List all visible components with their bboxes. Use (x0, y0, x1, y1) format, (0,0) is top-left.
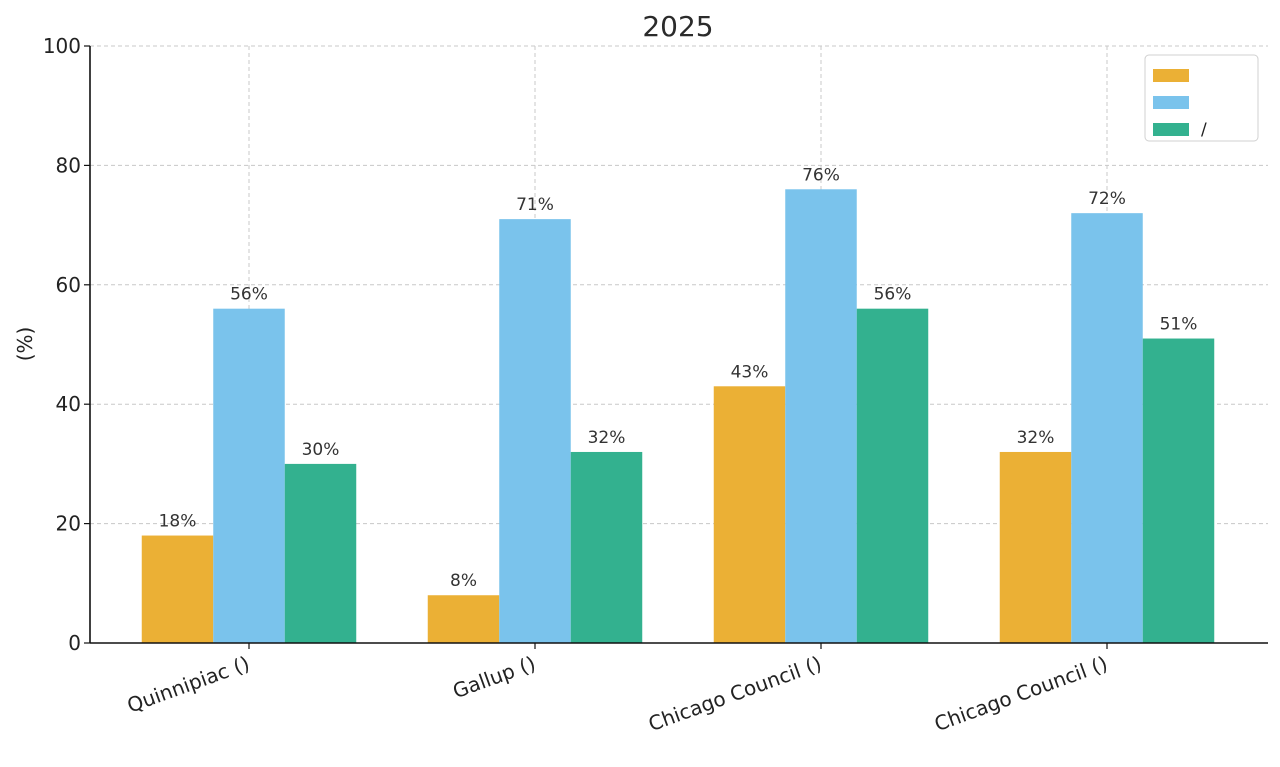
bar (856, 308, 929, 643)
bar (141, 535, 214, 643)
y-tick-label: 0 (68, 631, 81, 655)
y-tick-label: 60 (56, 273, 81, 297)
bar (713, 386, 786, 643)
legend: / (1144, 54, 1259, 142)
x-tick-label: Gallup () (449, 651, 538, 703)
data-labels: 18% 56% 30% 8% 71% 32% 43% 76% 56% 32% 72% 51% (159, 165, 1198, 591)
chart-title: 2025 (642, 10, 713, 43)
bar (427, 595, 500, 643)
bar-value-label: 51% (1160, 315, 1198, 335)
bar-value-label: 76% (802, 165, 840, 185)
bar (570, 451, 643, 643)
bar-value-label: 8% (450, 571, 477, 591)
bar-value-label: 43% (731, 362, 769, 382)
y-tick-label: 40 (56, 392, 81, 416)
y-tick-label: 80 (56, 153, 81, 177)
bar (999, 451, 1072, 643)
bar (1142, 338, 1215, 643)
bar-value-label: 56% (874, 285, 912, 305)
bar-value-label: 30% (302, 440, 340, 460)
bar (213, 308, 285, 643)
legend-swatch (1153, 123, 1189, 136)
y-tick-label: 100 (43, 34, 81, 58)
x-tick-label: Chicago Council () (931, 651, 1111, 736)
x-tick-labels: Quinnipiac () Gallup () Chicago Council ()… (124, 651, 1111, 736)
legend-swatch (1153, 96, 1189, 109)
y-axis-label: (%) (13, 327, 37, 362)
x-tick-label: Quinnipiac () (124, 651, 253, 717)
y-tick-label: 20 (56, 512, 81, 536)
bar-value-label: 71% (516, 195, 554, 215)
legend-swatch (1153, 69, 1189, 82)
y-tick-labels: 0 20 40 60 80 100 (43, 34, 81, 655)
bar-series (141, 189, 1215, 643)
x-tick-label: Chicago Council () (645, 651, 825, 736)
bar (499, 219, 571, 643)
legend-label: / (1201, 120, 1207, 140)
bar-value-label: 32% (1017, 428, 1055, 448)
bar-value-label: 72% (1088, 189, 1126, 209)
axes (84, 45, 1268, 649)
bar (1071, 213, 1143, 643)
bar-value-label: 18% (159, 512, 197, 532)
bar-value-label: 56% (230, 285, 268, 305)
bar-value-label: 32% (588, 428, 626, 448)
bar (284, 463, 357, 643)
bar (785, 189, 857, 643)
